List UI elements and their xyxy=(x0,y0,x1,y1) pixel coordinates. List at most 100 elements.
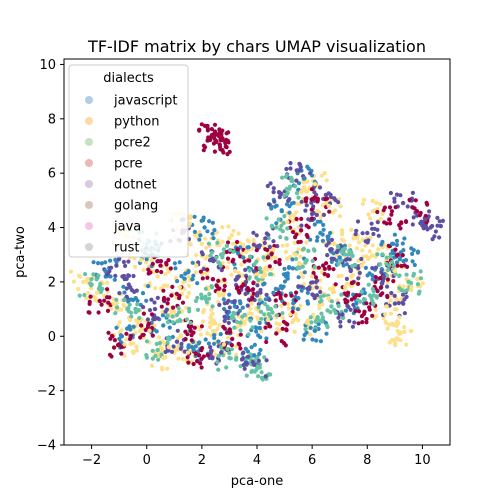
scatter-point xyxy=(296,275,301,280)
scatter-point xyxy=(208,253,213,258)
scatter-point xyxy=(133,296,138,301)
scatter-point xyxy=(170,320,176,325)
scatter-point xyxy=(147,308,153,313)
scatter-point xyxy=(100,286,105,291)
scatter-point xyxy=(309,274,315,279)
scatter-point xyxy=(418,269,423,274)
scatter-point xyxy=(360,201,365,206)
scatter-point xyxy=(106,330,111,335)
scatter-point xyxy=(177,293,182,298)
scatter-point xyxy=(375,209,380,215)
scatter-point xyxy=(245,245,250,250)
scatter-point xyxy=(109,265,114,270)
scatter-point xyxy=(246,332,251,337)
scatter-point xyxy=(241,242,246,248)
scatter-point xyxy=(220,225,225,230)
scatter-point xyxy=(279,339,284,344)
scatter-point xyxy=(413,198,418,203)
scatter-point xyxy=(105,308,111,313)
scatter-point xyxy=(264,216,269,221)
scatter-point xyxy=(216,290,221,295)
scatter-point xyxy=(388,298,393,303)
scatter-point xyxy=(370,226,375,231)
legend-label: dotnet xyxy=(114,178,157,193)
scatter-point xyxy=(314,212,319,218)
scatter-point xyxy=(105,280,110,285)
scatter-point xyxy=(153,286,158,291)
scatter-point xyxy=(153,353,158,358)
scatter-point xyxy=(378,202,383,207)
scatter-point xyxy=(231,228,236,233)
scatter-point xyxy=(398,193,403,198)
scatter-point xyxy=(280,311,285,316)
scatter-point xyxy=(143,260,148,265)
scatter-point xyxy=(146,267,151,272)
scatter-point xyxy=(218,147,223,152)
scatter-point xyxy=(183,337,188,342)
scatter-point xyxy=(131,273,136,279)
scatter-point xyxy=(394,192,400,197)
scatter-point xyxy=(267,324,272,329)
scatter-point xyxy=(339,292,344,297)
scatter-point xyxy=(91,272,96,277)
scatter-point xyxy=(111,301,116,306)
scatter-point xyxy=(409,285,414,290)
scatter-point xyxy=(400,300,405,305)
scatter-point xyxy=(303,208,308,213)
scatter-point xyxy=(424,200,429,205)
scatter-point xyxy=(304,223,309,228)
scatter-point xyxy=(392,301,398,306)
scatter-point xyxy=(77,293,82,298)
scatter-point xyxy=(203,236,208,241)
scatter-point xyxy=(231,310,236,315)
scatter-point xyxy=(301,180,306,185)
scatter-point xyxy=(237,290,242,295)
scatter-point xyxy=(286,301,291,306)
scatter-point xyxy=(437,219,442,224)
scatter-point xyxy=(308,325,313,330)
scatter-point xyxy=(216,339,221,344)
scatter-point xyxy=(385,326,390,331)
scatter-point xyxy=(342,243,347,248)
scatter-point xyxy=(322,271,327,277)
scatter-point xyxy=(169,293,174,298)
scatter-point xyxy=(400,241,405,246)
scatter-point xyxy=(307,332,313,337)
scatter-point xyxy=(338,204,343,209)
scatter-point xyxy=(274,225,279,230)
scatter-point xyxy=(155,347,160,353)
y-tick-label: 2 xyxy=(48,275,56,290)
scatter-point xyxy=(96,310,101,315)
scatter-point xyxy=(259,370,264,375)
scatter-point xyxy=(210,304,215,309)
scatter-point xyxy=(224,145,229,150)
scatter-point xyxy=(210,317,216,323)
scatter-point xyxy=(277,322,282,327)
scatter-point xyxy=(225,240,231,245)
scatter-point xyxy=(318,299,323,304)
scatter-point xyxy=(416,291,421,296)
scatter-point xyxy=(290,306,296,311)
scatter-point xyxy=(390,259,395,265)
scatter-point xyxy=(229,272,234,277)
scatter-point xyxy=(237,342,242,347)
scatter-point xyxy=(387,263,392,268)
scatter-point xyxy=(250,325,255,330)
scatter-point xyxy=(304,258,309,263)
scatter-point xyxy=(192,229,197,234)
scatter-point xyxy=(205,275,210,280)
scatter-point xyxy=(212,122,218,127)
legend-box xyxy=(68,64,189,258)
scatter-point xyxy=(388,190,393,196)
scatter-point xyxy=(209,348,214,353)
scatter-point xyxy=(244,373,249,378)
scatter-point xyxy=(394,238,400,243)
scatter-point xyxy=(343,285,348,290)
scatter-point xyxy=(146,284,151,289)
scatter-point xyxy=(298,190,304,195)
scatter-point xyxy=(131,324,136,329)
scatter-point xyxy=(230,336,235,342)
scatter-point xyxy=(156,259,161,264)
scatter-point xyxy=(283,343,288,348)
y-tick-label: 6 xyxy=(48,167,56,182)
